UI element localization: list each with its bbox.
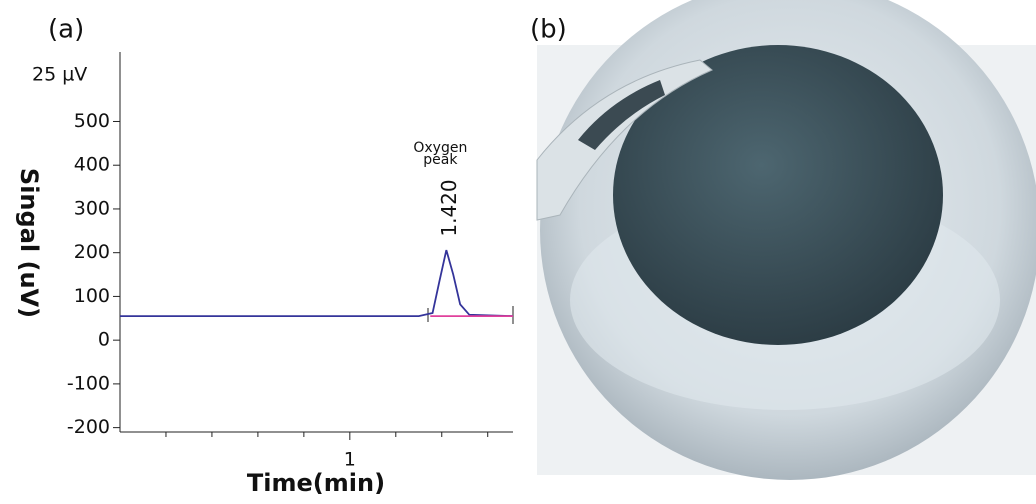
y-tick-label: 0 — [98, 329, 110, 351]
y-tick-label: 500 — [74, 110, 110, 132]
x-tick-label: 1 — [344, 449, 356, 471]
y-tick-label: -200 — [67, 416, 110, 438]
photo — [537, 0, 1036, 480]
scale-label: 25 µV — [32, 64, 87, 86]
panel-label: (b) — [530, 15, 567, 45]
y-tick-label: 300 — [74, 197, 110, 219]
figure: (b) (a) 25 µV Singal (uV) Time(min) -200… — [0, 0, 1036, 500]
annotation-text: peak — [423, 152, 458, 168]
series-line — [120, 250, 513, 316]
peak-label: 1.420 — [437, 179, 461, 236]
panel-label: (a) — [48, 15, 84, 45]
y-tick-label: 100 — [74, 285, 110, 307]
x-axis-label: Time(min) — [247, 469, 385, 497]
y-tick-label: -100 — [67, 372, 110, 394]
y-axis-label: Singal (uV) — [15, 168, 43, 318]
y-tick-label: 200 — [74, 241, 110, 263]
y-tick-label: 400 — [74, 154, 110, 176]
page: (b) (a) 25 µV Singal (uV) Time(min) -200… — [0, 0, 1036, 500]
